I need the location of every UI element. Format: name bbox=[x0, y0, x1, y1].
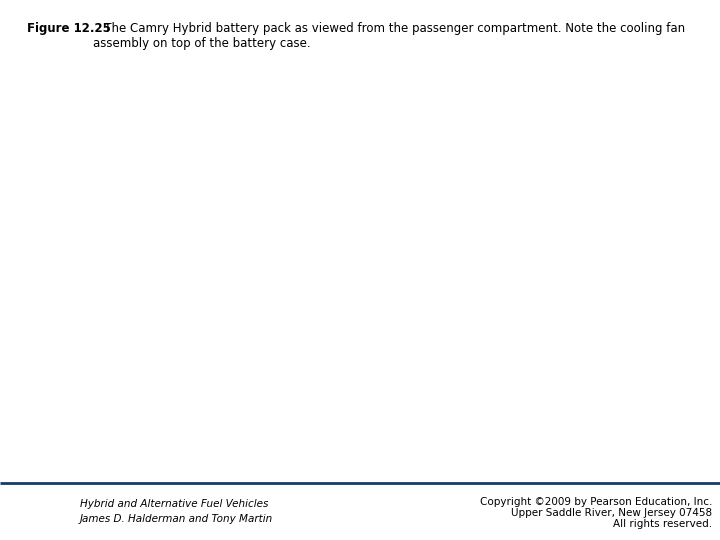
Text: The Camry Hybrid battery pack as viewed from the passenger compartment. Note the: The Camry Hybrid battery pack as viewed … bbox=[94, 22, 685, 50]
Text: Hybrid and Alternative Fuel Vehicles: Hybrid and Alternative Fuel Vehicles bbox=[80, 499, 269, 509]
Text: All rights reserved.: All rights reserved. bbox=[613, 519, 712, 529]
Text: Figure 12.25: Figure 12.25 bbox=[27, 22, 111, 35]
Text: Copyright ©2009 by Pearson Education, Inc.: Copyright ©2009 by Pearson Education, In… bbox=[480, 497, 712, 507]
Text: Upper Saddle River, New Jersey 07458: Upper Saddle River, New Jersey 07458 bbox=[511, 508, 712, 518]
Text: PEARSON: PEARSON bbox=[14, 502, 63, 511]
Text: James D. Halderman and Tony Martin: James D. Halderman and Tony Martin bbox=[80, 514, 274, 524]
Text: ~   ~   ~: ~ ~ ~ bbox=[22, 517, 55, 526]
